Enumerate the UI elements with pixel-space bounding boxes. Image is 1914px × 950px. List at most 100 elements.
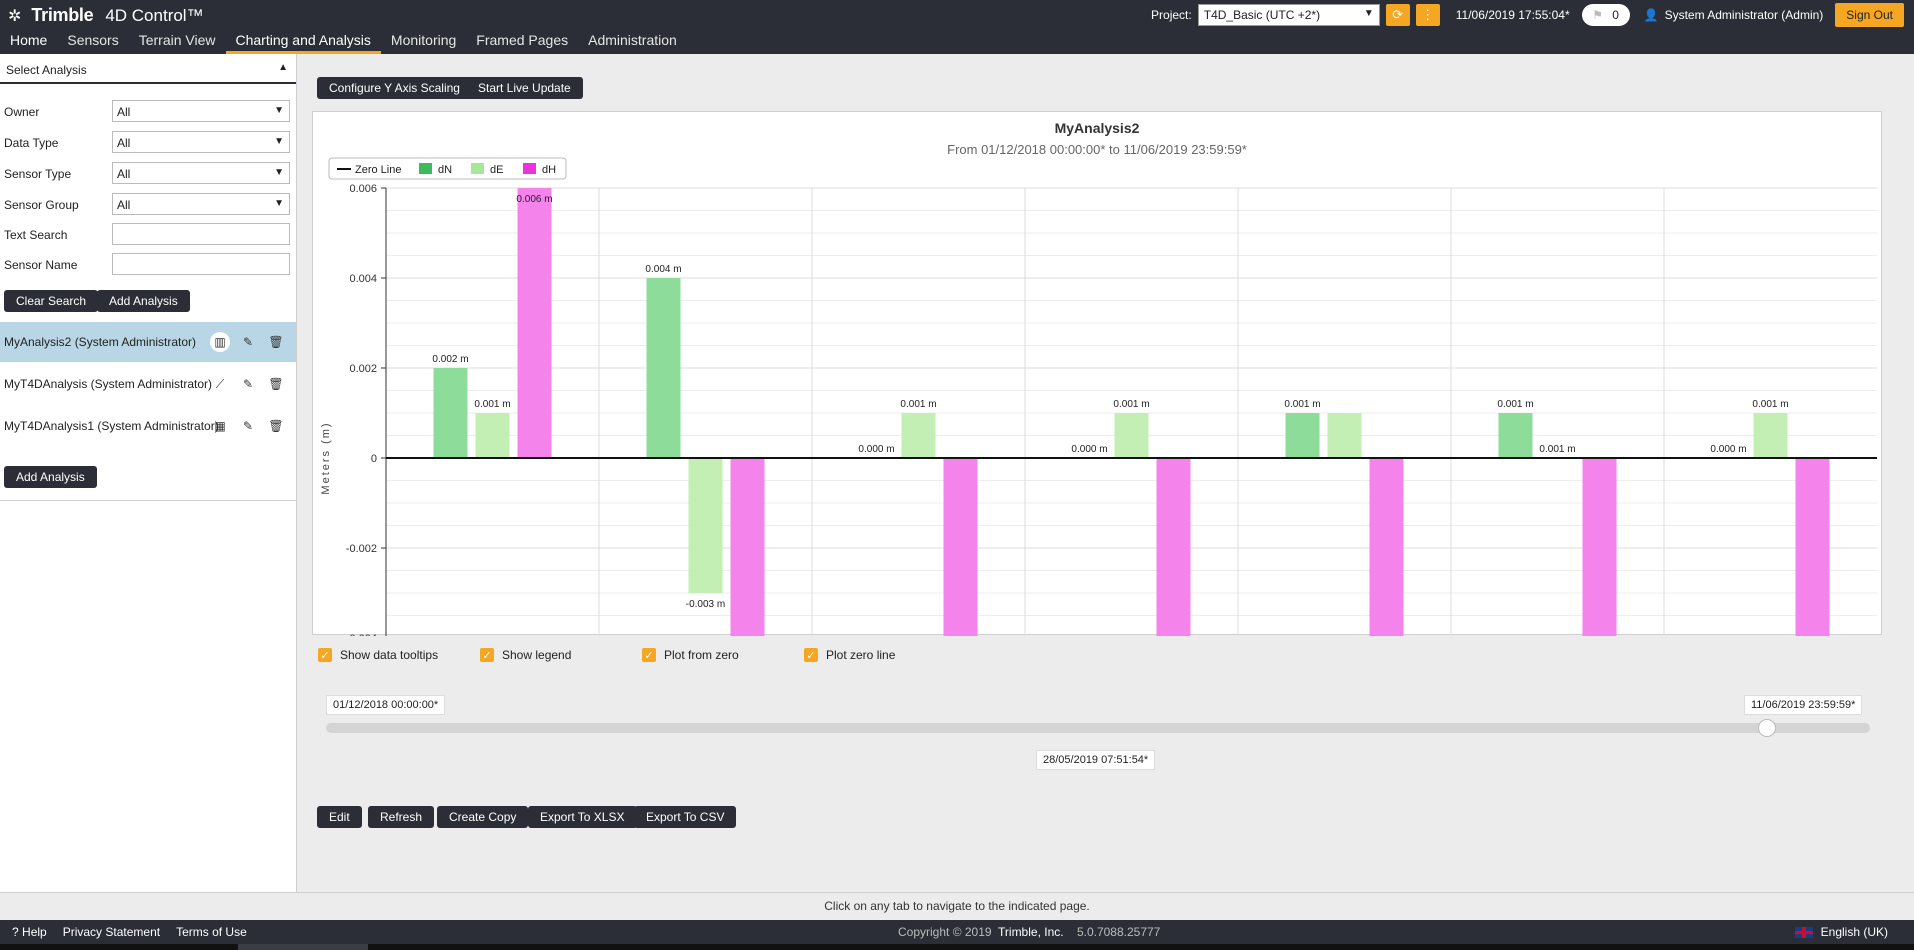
slider-handle[interactable] — [1757, 719, 1776, 737]
bar-dn — [646, 278, 681, 458]
bar-dh — [1582, 458, 1617, 636]
edit-icon[interactable]: ✎ — [242, 419, 254, 433]
legend-label-dn: dN — [438, 164, 452, 176]
tab-charting-and-analysis[interactable]: Charting and Analysis — [225, 30, 381, 54]
delete-icon[interactable]: 🗑 — [268, 377, 284, 391]
bar-dh — [517, 188, 552, 458]
start-live-update-button[interactable]: Start Live Update — [466, 77, 583, 99]
configure-y-axis-scaling-button[interactable]: Configure Y Axis Scaling — [317, 77, 472, 99]
line-chart-icon[interactable]: ⟋ — [215, 376, 225, 391]
collapse-caret-icon[interactable]: ▲ — [278, 62, 288, 73]
table-icon[interactable]: ▦ — [214, 419, 226, 433]
data-label: 0.001 m — [1497, 399, 1533, 410]
sensor-group-select[interactable]: All ▼ — [112, 193, 290, 215]
filter-label: Data Type — [4, 136, 59, 150]
data-label: 0.001 m — [1284, 399, 1320, 410]
select-value: All — [117, 136, 131, 150]
y-tick-label: 0.004 — [349, 273, 377, 285]
checkmark-icon: ✓ — [642, 648, 656, 662]
plot-from-zero-checkbox[interactable]: ✓ Plot from zero — [642, 648, 739, 662]
plot-zero-line-checkbox[interactable]: ✓ Plot zero line — [804, 648, 895, 662]
checkmark-icon: ✓ — [804, 648, 818, 662]
help-link[interactable]: ? Help — [12, 925, 47, 939]
show-legend-checkbox[interactable]: ✓ Show legend — [480, 648, 571, 662]
checkmark-icon: ✓ — [318, 648, 332, 662]
show-data-tooltips-checkbox[interactable]: ✓ Show data tooltips — [318, 648, 438, 662]
analysis-label: MyT4DAnalysis1 (System Administrator) — [4, 419, 219, 433]
main-content: Configure Y Axis Scaling Start Live Upda… — [302, 54, 1914, 892]
export-csv-button[interactable]: Export To CSV — [634, 806, 737, 828]
sign-out-button[interactable]: Sign Out — [1835, 3, 1904, 27]
data-label: 0.001 m — [474, 399, 510, 410]
tab-administration[interactable]: Administration — [588, 32, 677, 48]
text-search-input[interactable] — [112, 223, 290, 245]
data-label: 0.001 m — [1539, 444, 1575, 455]
sensor-name-input[interactable] — [112, 253, 290, 275]
data-label: -0.003 m — [686, 599, 725, 610]
alarm-flag-badge[interactable]: ⚑ 0 — [1581, 4, 1630, 26]
company-name: Trimble, Inc. — [998, 925, 1064, 939]
data-label: 0.001 m — [1752, 399, 1788, 410]
data-label: 0.006 m — [516, 194, 552, 205]
y-tick-label: -0.002 — [346, 543, 377, 555]
terms-of-use-link[interactable]: Terms of Use — [176, 925, 247, 939]
more-options-button[interactable]: ⋮ — [1415, 4, 1440, 26]
clear-search-button[interactable]: Clear Search — [4, 290, 99, 312]
status-bar: Click on any tab to navigate to the indi… — [0, 892, 1914, 920]
date-range-slider[interactable] — [326, 723, 1870, 733]
analysis-item[interactable]: MyT4DAnalysis1 (System Administrator) ▦ … — [0, 406, 296, 446]
edit-button[interactable]: Edit — [317, 806, 362, 828]
bar-de — [688, 458, 723, 593]
delete-icon[interactable]: 🗑 — [268, 335, 284, 349]
tab-framed-pages[interactable]: Framed Pages — [476, 32, 569, 48]
add-analysis-button[interactable]: Add Analysis — [97, 290, 190, 312]
trimble-logo-icon: ✲ — [8, 7, 22, 25]
analysis-label: MyT4DAnalysis (System Administrator) — [4, 377, 213, 391]
owner-select[interactable]: All ▼ — [112, 100, 290, 122]
export-xlsx-button[interactable]: Export To XLSX — [528, 806, 637, 828]
filter-label: Sensor Group — [4, 198, 79, 212]
edit-icon[interactable]: ✎ — [242, 335, 254, 349]
chart-panel: MyAnalysis2 From 01/12/2018 00:00:00* to … — [312, 111, 1882, 636]
bar-dh — [1156, 458, 1191, 636]
data-label: 0.000 m — [1071, 444, 1107, 455]
tab-home[interactable]: Home — [10, 32, 48, 48]
legend-swatch-dh — [523, 163, 536, 174]
language-selector[interactable]: English (UK) — [1794, 925, 1888, 939]
filter-sensor-name: Sensor Name — [4, 253, 290, 275]
tab-monitoring[interactable]: Monitoring — [390, 32, 457, 48]
add-analysis-bottom-button[interactable]: Add Analysis — [4, 466, 97, 488]
sensor-type-select[interactable]: All ▼ — [112, 162, 290, 184]
privacy-statement-link[interactable]: Privacy Statement — [62, 925, 161, 939]
filter-label: Owner — [4, 105, 40, 119]
brand[interactable]: ✲ Trimble 4D Control™ — [8, 5, 204, 26]
refresh-chart-button[interactable]: Refresh — [368, 806, 435, 828]
filter-label: Sensor Name — [4, 258, 78, 272]
bar-de — [475, 413, 510, 458]
bar-chart-icon[interactable]: ▥ — [210, 332, 230, 352]
legend-label-de: dE — [490, 164, 503, 176]
footer: ? Help Privacy Statement Terms of Use Co… — [0, 920, 1914, 944]
help-label: Help — [22, 925, 47, 939]
data-type-select[interactable]: All ▼ — [112, 131, 290, 153]
analysis-item[interactable]: MyT4DAnalysis (System Administrator) ⟋ ✎… — [0, 364, 296, 404]
create-copy-button[interactable]: Create Copy — [437, 806, 529, 828]
tab-sensors[interactable]: Sensors — [67, 32, 119, 48]
refresh-button[interactable]: ⟳ — [1385, 4, 1410, 26]
bar-dn — [1285, 413, 1320, 458]
tab-terrain-view[interactable]: Terrain View — [138, 32, 216, 48]
project-value: T4D_Basic (UTC +2*) — [1203, 8, 1321, 22]
data-label: 0.002 m — [432, 354, 468, 365]
analysis-label: MyAnalysis2 (System Administrator) — [4, 335, 197, 349]
project-select[interactable]: T4D_Basic (UTC +2*) ▼ — [1197, 4, 1380, 26]
select-value: All — [117, 167, 131, 181]
user-menu[interactable]: 👤 System Administrator (Admin) — [1644, 8, 1824, 22]
bar-dh — [943, 458, 978, 636]
data-label: 0.001 m — [900, 399, 936, 410]
delete-icon[interactable]: 🗑 — [268, 419, 284, 433]
select-analysis-header[interactable]: Select Analysis ▲ — [0, 54, 296, 84]
analysis-actions: ▥ ✎ 🗑 — [210, 332, 286, 352]
bar-de — [1327, 413, 1362, 458]
analysis-item[interactable]: MyAnalysis2 (System Administrator) ▥ ✎ 🗑 — [0, 322, 296, 362]
edit-icon[interactable]: ✎ — [242, 377, 254, 391]
